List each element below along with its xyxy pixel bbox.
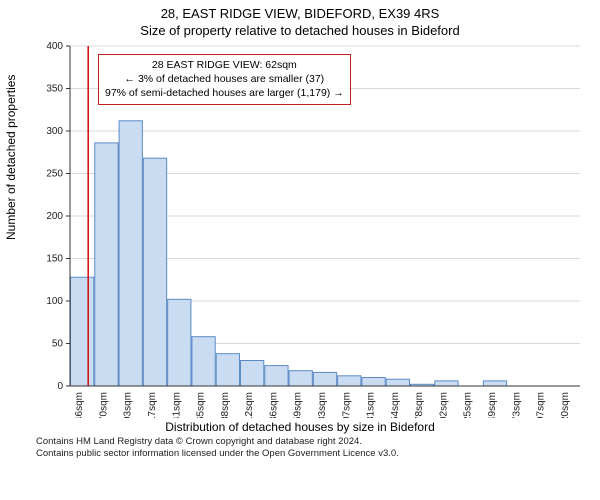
svg-text:449sqm: 449sqm xyxy=(487,392,498,418)
bar xyxy=(143,158,166,386)
svg-text:300: 300 xyxy=(46,126,63,137)
svg-text:250: 250 xyxy=(46,169,63,180)
title-block: 28, EAST RIDGE VIEW, BIDEFORD, EX39 4RS … xyxy=(0,0,600,38)
bar xyxy=(192,337,215,386)
svg-text:150: 150 xyxy=(46,254,63,265)
bar xyxy=(241,361,264,387)
svg-text:165sqm: 165sqm xyxy=(196,392,207,418)
svg-text:200: 200 xyxy=(46,211,63,222)
bar xyxy=(95,143,118,386)
svg-text:117sqm: 117sqm xyxy=(147,392,158,418)
bar xyxy=(313,372,336,386)
svg-text:400: 400 xyxy=(46,41,63,52)
bar xyxy=(265,366,288,386)
svg-text:283sqm: 283sqm xyxy=(317,392,328,418)
chart-container: 28, EAST RIDGE VIEW, BIDEFORD, EX39 4RS … xyxy=(0,0,600,500)
bar xyxy=(289,371,312,386)
svg-text:497sqm: 497sqm xyxy=(536,392,547,418)
y-axis-label: Number of detached properties xyxy=(4,75,18,240)
svg-text:93sqm: 93sqm xyxy=(123,392,134,418)
svg-text:46sqm: 46sqm xyxy=(74,392,85,418)
bar xyxy=(216,354,239,386)
bar xyxy=(483,381,506,386)
bar xyxy=(386,379,409,386)
svg-text:141sqm: 141sqm xyxy=(171,392,182,418)
bar xyxy=(362,378,385,387)
footer-line1: Contains HM Land Registry data © Crown c… xyxy=(36,436,600,448)
bar xyxy=(119,121,142,386)
svg-text:0: 0 xyxy=(57,381,63,392)
annotation-line1: 28 EAST RIDGE VIEW: 62sqm xyxy=(105,58,344,72)
svg-text:307sqm: 307sqm xyxy=(341,392,352,418)
svg-text:378sqm: 378sqm xyxy=(414,392,425,418)
svg-text:70sqm: 70sqm xyxy=(98,392,109,418)
subtitle-line: Size of property relative to detached ho… xyxy=(0,23,600,38)
svg-text:520sqm: 520sqm xyxy=(560,392,571,418)
bar xyxy=(168,299,191,386)
footer: Contains HM Land Registry data © Crown c… xyxy=(0,434,600,461)
bar xyxy=(435,381,458,386)
svg-text:50: 50 xyxy=(52,339,64,350)
svg-text:473sqm: 473sqm xyxy=(511,392,522,418)
svg-text:188sqm: 188sqm xyxy=(220,392,231,418)
annotation-line2: ← 3% of detached houses are smaller (37) xyxy=(105,72,344,86)
svg-text:212sqm: 212sqm xyxy=(244,392,255,418)
annotation-line3: 97% of semi-detached houses are larger (… xyxy=(105,86,344,100)
x-axis-label: Distribution of detached houses by size … xyxy=(0,420,600,434)
svg-text:236sqm: 236sqm xyxy=(268,392,279,418)
footer-line2: Contains public sector information licen… xyxy=(36,448,600,460)
svg-text:259sqm: 259sqm xyxy=(293,392,304,418)
svg-text:100: 100 xyxy=(46,296,63,307)
address-line: 28, EAST RIDGE VIEW, BIDEFORD, EX39 4RS xyxy=(0,6,600,21)
svg-text:350: 350 xyxy=(46,84,63,95)
svg-text:425sqm: 425sqm xyxy=(463,392,474,418)
svg-text:402sqm: 402sqm xyxy=(438,392,449,418)
svg-text:331sqm: 331sqm xyxy=(366,392,377,418)
svg-text:354sqm: 354sqm xyxy=(390,392,401,418)
annotation-box: 28 EAST RIDGE VIEW: 62sqm ← 3% of detach… xyxy=(98,54,351,105)
bar xyxy=(71,277,94,386)
bar xyxy=(338,376,361,386)
